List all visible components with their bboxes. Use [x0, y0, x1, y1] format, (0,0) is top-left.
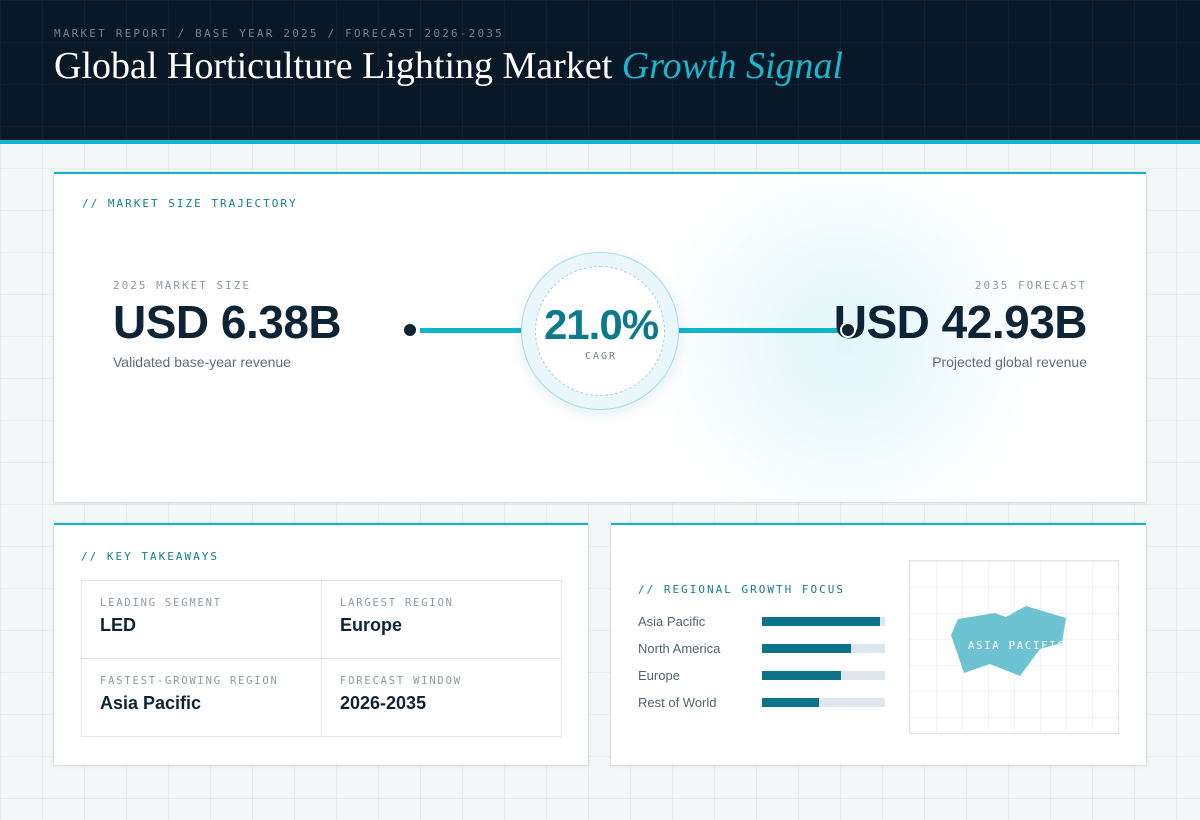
region-bar-track — [762, 644, 885, 653]
key-takeaways-card: // KEY TAKEAWAYS LEADING SEGMENT LED LAR… — [54, 523, 588, 765]
regional-section-label: // REGIONAL GROWTH FOCUS — [638, 583, 845, 596]
region-bar-track — [762, 671, 885, 680]
start-stat-description: Validated base-year revenue — [113, 354, 291, 370]
takeaway-leading-segment: LEADING SEGMENT LED — [82, 581, 322, 659]
start-dot — [402, 322, 418, 338]
region-name: Europe — [638, 668, 680, 683]
region-bar-track — [762, 698, 885, 707]
region-row-rest-of-world: Rest of World — [638, 695, 898, 711]
region-bar-fill — [762, 644, 851, 653]
region-bar-fill — [762, 671, 841, 680]
cagr-inner-circle: 21.0% CAGR — [535, 266, 665, 396]
region-bar-fill — [762, 698, 819, 707]
takeaway-forecast-window: FORECAST WINDOW 2026-2035 — [322, 659, 562, 737]
start-stat-label: 2025 MARKET SIZE — [113, 279, 251, 292]
takeaway-largest-region: LARGEST REGION Europe — [322, 581, 562, 659]
market-size-trajectory-card: // MARKET SIZE TRAJECTORY 2025 MARKET SI… — [54, 172, 1146, 502]
end-dot — [840, 322, 856, 338]
trajectory-line-left — [420, 328, 534, 333]
region-bar-track — [762, 617, 885, 626]
page-title-accent: Growth Signal — [621, 45, 844, 87]
takeaways-section-label: // KEY TAKEAWAYS — [81, 550, 219, 563]
page-title: Global Horticulture Lighting Market Grow… — [54, 44, 843, 88]
end-stat-value: USD 42.93B — [833, 296, 1088, 348]
trajectory-section-label: // MARKET SIZE TRAJECTORY — [82, 197, 298, 210]
regional-growth-card: // REGIONAL GROWTH FOCUS Asia Pacific No… — [611, 523, 1146, 765]
forecast-glow — [644, 174, 1044, 502]
asia-pacific-map-shape — [951, 606, 1066, 676]
region-row-asia-pacific: Asia Pacific — [638, 614, 898, 630]
region-name: Asia Pacific — [638, 614, 706, 629]
page-title-main: Global Horticulture Lighting Market — [54, 45, 613, 87]
cagr-value: 21.0% — [543, 301, 659, 348]
end-stat-description: Projected global revenue — [932, 354, 1087, 370]
region-bar-fill — [762, 617, 881, 626]
takeaway-value: LED — [100, 615, 136, 635]
region-row-europe: Europe — [638, 668, 898, 684]
takeaway-value: Europe — [340, 615, 403, 635]
region-map: ASIA PACIFIC — [909, 560, 1119, 734]
takeaways-grid: LEADING SEGMENT LED LARGEST REGION Europ… — [81, 580, 562, 737]
cagr-label: CAGR — [584, 351, 618, 362]
region-row-north-america: North America — [638, 641, 898, 657]
takeaway-value: Asia Pacific — [100, 693, 202, 713]
map-region-label: ASIA PACIFIC — [968, 640, 1066, 652]
end-stat-label: 2035 FORECAST — [974, 279, 1087, 292]
takeaway-value: 2026-2035 — [340, 693, 427, 713]
report-header: MARKET REPORT / BASE YEAR 2025 / FORECAS… — [0, 0, 1200, 144]
takeaway-label: FASTEST-GROWING REGION — [100, 675, 279, 687]
takeaway-label: FORECAST WINDOW — [340, 675, 462, 687]
takeaway-label: LARGEST REGION — [340, 597, 454, 609]
region-name: Rest of World — [638, 695, 717, 710]
takeaway-label: LEADING SEGMENT — [100, 597, 222, 609]
cagr-badge: 21.0% CAGR — [521, 252, 679, 410]
region-name: North America — [638, 641, 721, 656]
start-stat-value: USD 6.38B — [113, 296, 342, 348]
takeaway-fastest-growing-region: FASTEST-GROWING REGION Asia Pacific — [82, 659, 322, 737]
trajectory-line-right — [666, 328, 844, 333]
breadcrumb: MARKET REPORT / BASE YEAR 2025 / FORECAS… — [54, 27, 504, 40]
